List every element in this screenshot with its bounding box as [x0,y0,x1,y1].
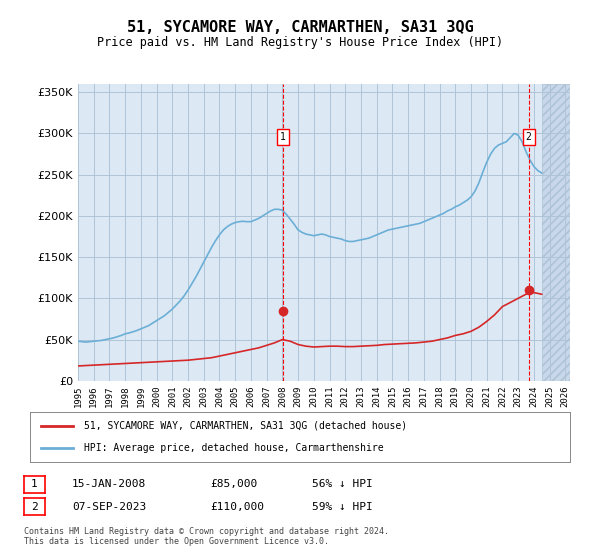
Text: HPI: Average price, detached house, Carmarthenshire: HPI: Average price, detached house, Carm… [84,443,383,453]
Text: £85,000: £85,000 [210,479,257,489]
Bar [542,84,570,381]
Text: 56% ↓ HPI: 56% ↓ HPI [312,479,373,489]
Text: 07-SEP-2023: 07-SEP-2023 [72,502,146,512]
Text: Contains HM Land Registry data © Crown copyright and database right 2024.
This d: Contains HM Land Registry data © Crown c… [24,526,389,546]
Text: 59% ↓ HPI: 59% ↓ HPI [312,502,373,512]
Text: 15-JAN-2008: 15-JAN-2008 [72,479,146,489]
Text: 2: 2 [526,132,532,142]
Text: 51, SYCAMORE WAY, CARMARTHEN, SA31 3QG: 51, SYCAMORE WAY, CARMARTHEN, SA31 3QG [127,20,473,35]
Text: £110,000: £110,000 [210,502,264,512]
Text: Price paid vs. HM Land Registry's House Price Index (HPI): Price paid vs. HM Land Registry's House … [97,36,503,49]
Bar [542,84,570,381]
Text: 1: 1 [31,479,38,489]
Text: 1: 1 [280,132,286,142]
Text: 51, SYCAMORE WAY, CARMARTHEN, SA31 3QG (detached house): 51, SYCAMORE WAY, CARMARTHEN, SA31 3QG (… [84,421,407,431]
Text: 2: 2 [31,502,38,512]
